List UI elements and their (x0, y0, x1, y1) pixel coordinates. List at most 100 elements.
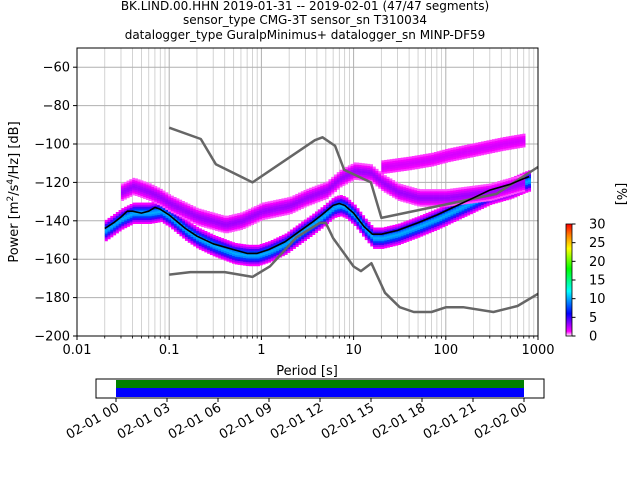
pdf-cell (151, 194, 155, 197)
pdf-cell (140, 217, 144, 221)
pdf-cell (281, 248, 285, 251)
pdf-cell (273, 205, 277, 209)
pdf-cell (373, 239, 377, 242)
pdf-cell (317, 188, 321, 191)
pdf-cell (242, 226, 246, 229)
pdf-cell (397, 161, 402, 165)
pdf-cell (278, 198, 282, 202)
pdf-cell (220, 224, 224, 227)
pdf-cell (505, 144, 509, 147)
pdf-cell (450, 198, 454, 201)
pdf-cell (284, 250, 288, 253)
pdf-cell (254, 250, 258, 253)
pdf-cell (463, 192, 468, 195)
pdf-cell (419, 191, 423, 194)
pdf-cell (494, 185, 498, 189)
pdf-cell (196, 230, 200, 233)
pdf-cell (126, 184, 130, 187)
pdf-cell (256, 212, 260, 215)
pdf-cell (135, 208, 139, 211)
pdf-cell (187, 213, 191, 216)
pdf-cell (245, 259, 249, 263)
pdf-cell (193, 228, 197, 232)
pdf-cell (314, 213, 319, 216)
y-tick-label: −180 (34, 291, 70, 306)
pdf-cell (489, 139, 493, 143)
y-tick-label: −100 (34, 138, 70, 153)
pdf-cell (444, 217, 449, 221)
pdf-cell (284, 199, 288, 202)
pdf-cell (143, 192, 147, 196)
pdf-cell (364, 237, 368, 241)
pdf-cell (234, 229, 238, 232)
pdf-cell (464, 212, 468, 215)
pdf-cell (198, 228, 202, 231)
pdf-cell (265, 261, 269, 264)
pdf-cell (254, 256, 258, 259)
pdf-cell (378, 173, 382, 176)
pdf-cell (433, 151, 437, 155)
pdf-cell (276, 237, 280, 240)
pdf-cell (228, 220, 232, 223)
pdf-cell (453, 147, 457, 150)
pdf-cell (146, 221, 150, 224)
pdf-cell (298, 242, 302, 245)
pdf-cell (400, 165, 404, 168)
pdf-cell (259, 243, 263, 247)
pdf-cell (281, 209, 285, 213)
pdf-cell (276, 246, 280, 250)
pdf-cell (428, 192, 432, 196)
pdf-cell (384, 163, 388, 166)
pdf-cell (303, 223, 307, 226)
pdf-cell (300, 195, 304, 198)
pdf-cell (453, 156, 457, 160)
time-tick-label: 02-01 06 (166, 400, 224, 442)
pdf-cell (414, 167, 418, 170)
pdf-cell (220, 238, 224, 241)
pdf-cell (154, 201, 158, 204)
pdf-cell (475, 200, 479, 203)
pdf-cell (378, 237, 382, 240)
pdf-cell (223, 217, 227, 220)
pdf-cell (292, 200, 296, 204)
pdf-cell (292, 235, 296, 238)
pdf-cell (436, 155, 440, 158)
pdf-cell (403, 223, 407, 226)
pdf-cell (331, 211, 335, 214)
pdf-cell (223, 239, 227, 242)
pdf-cell (378, 174, 382, 178)
pdf-cell (145, 197, 149, 200)
pdf-cell (486, 151, 490, 155)
pdf-cell (436, 153, 440, 156)
pdf-cell (497, 198, 501, 201)
pdf-cell (406, 168, 410, 171)
pdf-cell (237, 216, 241, 220)
pdf-cell (217, 219, 221, 223)
pdf-cell (419, 198, 423, 201)
pdf-cell (405, 193, 409, 196)
pdf-cell (162, 198, 166, 201)
pdf-cell (519, 139, 523, 143)
pdf-cell (405, 197, 409, 200)
pdf-cell (469, 195, 473, 198)
pdf-cell (204, 248, 208, 251)
pdf-cell (367, 225, 371, 228)
pdf-cell (231, 244, 236, 247)
pdf-cell (209, 235, 213, 238)
pdf-cell (218, 252, 222, 255)
pdf-cell (201, 217, 205, 220)
pdf-cell (458, 207, 462, 210)
pdf-cell (389, 244, 393, 247)
pdf-cell (301, 223, 305, 226)
pdf-cell (503, 198, 507, 202)
pdf-cell (187, 223, 191, 226)
pdf-cell (198, 237, 202, 241)
pdf-cell (176, 216, 180, 219)
pdf-cell (461, 210, 465, 213)
pdf-cell (339, 210, 343, 213)
pdf-cell (444, 150, 449, 154)
pdf-cell (489, 202, 493, 206)
pdf-cell (511, 137, 515, 140)
pdf-cell (192, 215, 196, 219)
pdf-cell (104, 235, 108, 238)
